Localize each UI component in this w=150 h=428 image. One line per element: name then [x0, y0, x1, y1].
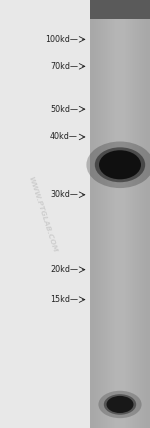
Ellipse shape — [95, 147, 145, 182]
Text: 100kd—: 100kd— — [45, 35, 78, 44]
Ellipse shape — [99, 150, 141, 179]
Ellipse shape — [98, 391, 142, 418]
Ellipse shape — [104, 394, 136, 415]
Text: 15kd—: 15kd— — [50, 295, 78, 304]
Text: 70kd—: 70kd— — [50, 62, 78, 71]
Bar — [0, 0, 90, 428]
Text: WWW.PTGLAB.COM: WWW.PTGLAB.COM — [27, 175, 57, 253]
Text: 20kd—: 20kd— — [50, 265, 78, 274]
Ellipse shape — [86, 142, 150, 188]
Text: 40kd—: 40kd— — [50, 132, 78, 142]
Bar — [90, 0, 150, 19]
Text: 30kd—: 30kd— — [50, 190, 78, 199]
Text: 50kd—: 50kd— — [50, 104, 78, 114]
Ellipse shape — [106, 396, 134, 413]
